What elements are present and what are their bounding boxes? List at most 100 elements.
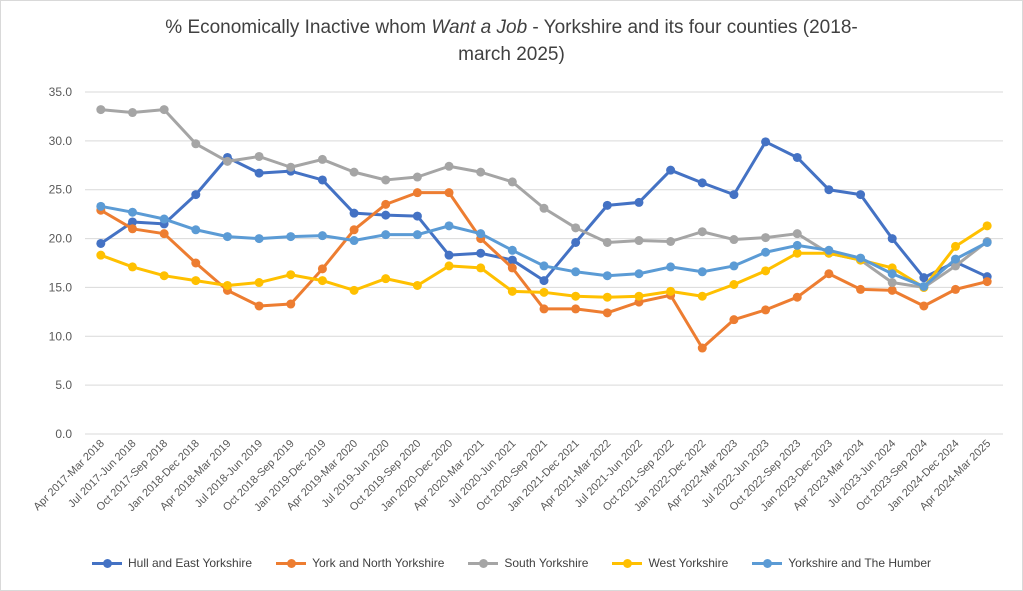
legend-item: West Yorkshire bbox=[612, 556, 728, 570]
y-tick-label: 20.0 bbox=[49, 232, 73, 246]
data-point bbox=[317, 175, 327, 185]
data-point bbox=[539, 287, 549, 297]
data-point bbox=[919, 281, 929, 291]
data-point bbox=[919, 273, 929, 283]
data-point bbox=[507, 255, 517, 265]
data-point bbox=[96, 201, 106, 211]
data-point bbox=[476, 167, 486, 177]
data-point bbox=[634, 291, 644, 301]
data-point bbox=[127, 217, 137, 227]
data-point bbox=[571, 237, 581, 247]
data-point bbox=[159, 105, 169, 115]
data-point bbox=[222, 280, 232, 290]
data-point bbox=[571, 291, 581, 301]
data-point bbox=[444, 250, 454, 260]
data-point bbox=[412, 188, 422, 198]
data-point bbox=[349, 225, 359, 235]
data-point bbox=[887, 285, 897, 295]
data-point bbox=[254, 151, 264, 161]
data-point bbox=[729, 235, 739, 245]
data-point bbox=[412, 280, 422, 290]
data-point bbox=[317, 264, 327, 274]
title-part: - Yorkshire and its four counties (2018- bbox=[527, 17, 858, 38]
data-point bbox=[317, 231, 327, 241]
data-point bbox=[349, 167, 359, 177]
data-point bbox=[507, 177, 517, 187]
series-line bbox=[100, 108, 989, 289]
data-point bbox=[476, 229, 486, 239]
data-point bbox=[697, 178, 707, 188]
y-tick-label: 10.0 bbox=[49, 329, 73, 343]
data-point bbox=[761, 305, 771, 315]
data-point bbox=[222, 232, 232, 242]
data-point bbox=[254, 234, 264, 244]
legend-item: Yorkshire and The Humber bbox=[752, 556, 931, 570]
data-point bbox=[634, 197, 644, 207]
legend: Hull and East Yorkshire York and North Yo… bbox=[0, 556, 1023, 570]
data-point bbox=[761, 233, 771, 243]
y-tick-label: 5.0 bbox=[55, 378, 72, 392]
data-point bbox=[571, 304, 581, 314]
data-point bbox=[96, 250, 106, 260]
y-tick-label: 35.0 bbox=[49, 85, 73, 99]
y-tick-label: 15.0 bbox=[49, 280, 73, 294]
data-point bbox=[127, 108, 137, 118]
data-point bbox=[381, 274, 391, 284]
data-point bbox=[792, 292, 802, 302]
data-point bbox=[539, 276, 549, 286]
data-point bbox=[127, 224, 137, 234]
data-point bbox=[127, 207, 137, 217]
data-point bbox=[444, 261, 454, 271]
data-point bbox=[317, 154, 327, 164]
data-point bbox=[507, 245, 517, 255]
data-point bbox=[254, 278, 264, 288]
legend-item: South Yorkshire bbox=[468, 556, 588, 570]
legend-marker-icon bbox=[91, 558, 122, 568]
data-point bbox=[191, 258, 201, 268]
legend-item: Hull and East Yorkshire bbox=[91, 556, 253, 570]
data-point bbox=[286, 270, 296, 280]
data-point bbox=[666, 237, 676, 247]
data-point bbox=[792, 229, 802, 239]
data-point bbox=[159, 214, 169, 224]
data-point bbox=[761, 137, 771, 147]
legend-label: York and North Yorkshire bbox=[312, 556, 445, 570]
data-point bbox=[951, 261, 961, 271]
y-tick-label: 30.0 bbox=[49, 134, 73, 148]
data-point bbox=[919, 301, 929, 311]
data-point bbox=[729, 279, 739, 289]
data-point bbox=[254, 168, 264, 178]
data-point bbox=[887, 278, 897, 288]
data-point bbox=[824, 185, 834, 195]
data-point bbox=[729, 261, 739, 271]
data-point bbox=[159, 229, 169, 239]
data-point bbox=[349, 208, 359, 218]
data-point bbox=[444, 161, 454, 171]
legend-label: Hull and East Yorkshire bbox=[127, 556, 253, 570]
data-point bbox=[412, 230, 422, 240]
data-point bbox=[381, 230, 391, 240]
data-point bbox=[602, 308, 612, 318]
data-point bbox=[602, 271, 612, 281]
legend-item: York and North Yorkshire bbox=[276, 556, 444, 570]
data-point bbox=[96, 238, 106, 248]
data-point bbox=[666, 262, 676, 272]
data-point bbox=[476, 263, 486, 273]
data-point bbox=[191, 225, 201, 235]
data-point bbox=[982, 277, 992, 287]
data-point bbox=[602, 237, 612, 247]
data-point bbox=[191, 190, 201, 200]
data-point bbox=[602, 200, 612, 210]
title-part: % Economically Inactive whom bbox=[165, 17, 432, 38]
data-point bbox=[856, 190, 866, 200]
data-point bbox=[951, 254, 961, 264]
data-point bbox=[412, 211, 422, 221]
data-point bbox=[666, 165, 676, 175]
data-point bbox=[571, 223, 581, 233]
data-point bbox=[697, 227, 707, 237]
data-point bbox=[951, 284, 961, 294]
data-point bbox=[697, 267, 707, 277]
data-point bbox=[286, 232, 296, 242]
data-point bbox=[286, 299, 296, 309]
